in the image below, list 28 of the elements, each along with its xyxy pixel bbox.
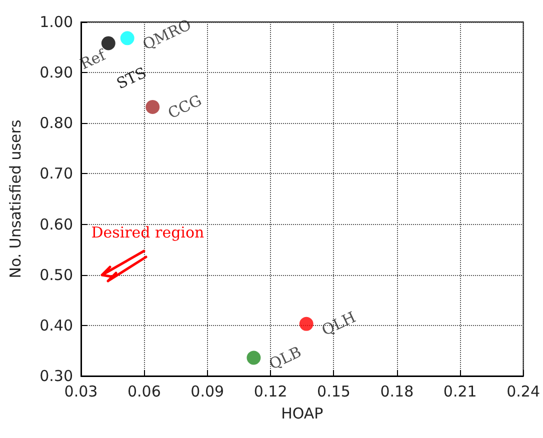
x-tick-label: 0.09 bbox=[190, 382, 224, 400]
annotation: Desired region bbox=[91, 224, 205, 242]
y-tick-label: 0.80 bbox=[40, 114, 73, 132]
x-tick-label: 0.18 bbox=[380, 382, 414, 400]
y-tick-label: 0.70 bbox=[40, 164, 73, 183]
text: QLB bbox=[266, 342, 304, 374]
x-axis-title: HOAP bbox=[281, 404, 324, 422]
y-tick-label: 1.00 bbox=[40, 13, 73, 31]
point bbox=[146, 100, 160, 114]
text: CCG bbox=[165, 91, 204, 122]
point bbox=[299, 316, 314, 331]
x-tick-label: 0.06 bbox=[127, 382, 161, 400]
x-tick-label: 0.12 bbox=[254, 382, 288, 400]
y-tick-label: 0.50 bbox=[40, 266, 73, 284]
point bbox=[246, 350, 261, 365]
y-tick-label: 0.30 bbox=[40, 367, 73, 385]
y-tick-label: 0.40 bbox=[40, 316, 73, 334]
y-tick-label: 0.90 bbox=[40, 64, 73, 82]
x-tick-label: 0.21 bbox=[443, 382, 477, 400]
text: QLH bbox=[318, 308, 359, 340]
y-tick-label: 0.60 bbox=[40, 215, 73, 234]
y-axis-title: No. Unsatisfied users bbox=[6, 120, 24, 278]
x-tick-label: 0.15 bbox=[317, 382, 350, 400]
x-tick-label: 0.03 bbox=[64, 382, 98, 400]
point bbox=[120, 31, 134, 46]
annotation: STS bbox=[114, 64, 150, 93]
x-tick-label: 0.24 bbox=[506, 382, 540, 400]
text: Ref bbox=[77, 45, 110, 74]
